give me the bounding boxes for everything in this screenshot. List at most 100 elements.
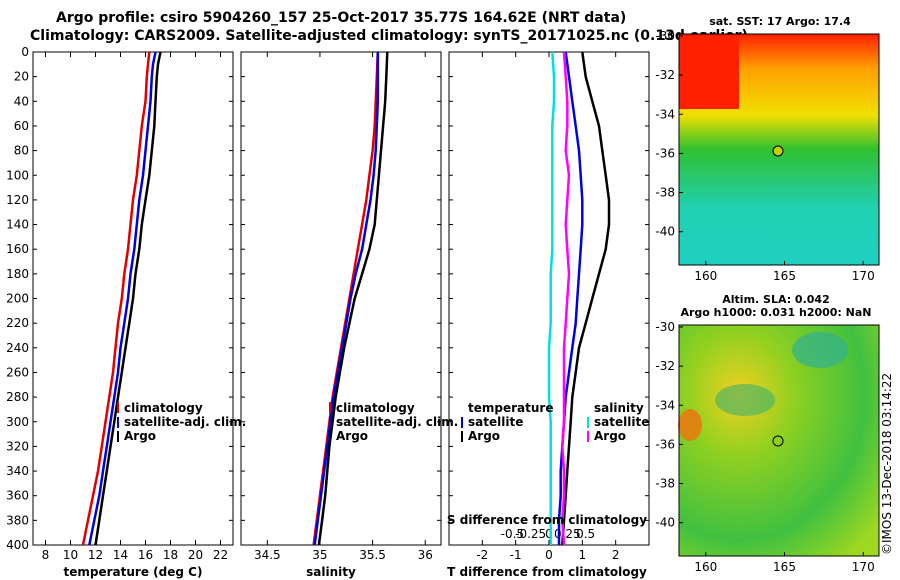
sst-map-ticks: 160 165 170 -30 -32 -34 -36 -38 -40 [655, 29, 874, 283]
legend-label-t-satellite: satellite [468, 415, 523, 429]
sst-map-panel: sat. SST: 17 Argo: 17.4 160 165 170 -30 -32 -… [655, 15, 880, 283]
sla-low-patch [715, 384, 775, 416]
sla-field [679, 325, 879, 556]
temperature-legend: climatology satellite-adj. clim. Argo [117, 401, 246, 443]
sla-low-patch [792, 332, 848, 368]
map-y-tick-label: -36 [655, 146, 675, 160]
y-tick-label: 240 [6, 341, 29, 355]
sst-argo-location-marker [772, 145, 784, 157]
x-tick-label: 16 [138, 548, 153, 562]
y-tick-label: 200 [6, 292, 29, 306]
salinity-xlabel: salinity [306, 565, 356, 579]
series-line-t-satellite [557, 51, 584, 545]
x-tick-label: 22 [213, 548, 228, 562]
map-y-tick-label: -30 [655, 320, 675, 334]
sst-map-title: sat. SST: 17 Argo: 17.4 [709, 15, 851, 28]
series-line-satellite-adj-clim- [313, 52, 380, 546]
legend-label-climatology: climatology [124, 401, 203, 415]
x-tick-label: 0 [545, 548, 553, 562]
legend-label-satellite: satellite-adj. clim. [336, 415, 458, 429]
sst-map-frame [678, 33, 880, 266]
map-x-tick-label: 165 [773, 269, 796, 283]
y-tick-label: 340 [6, 464, 29, 478]
salinity-ticks: 34.5 35 35.5 36 [241, 51, 441, 562]
x-top-tick-label: 0.25 [554, 527, 581, 541]
watermark: ©IMOS 13-Dec-2018 03:14:22 [880, 373, 894, 555]
y-tick-label: 80 [14, 144, 29, 158]
sla-high-patch [678, 409, 702, 441]
legend-title-salinity: salinity [594, 401, 644, 415]
map-y-tick-label: -40 [655, 516, 675, 530]
x-tick-label: 14 [113, 548, 128, 562]
x-tick-label: 10 [63, 548, 78, 562]
y-tick-label: 300 [6, 415, 29, 429]
y-tick-label: 380 [6, 513, 29, 527]
series-line-s-argo [561, 51, 571, 546]
salinity-axes-frame [240, 51, 442, 546]
sla-map-ticks: 160 165 170 -30 -32 -34 -36 -38 -40 [655, 320, 874, 574]
series-line-satellite-adj-clim- [88, 51, 157, 546]
legend-label-satellite: satellite-adj. clim. [124, 415, 246, 429]
map-x-tick-label: 160 [694, 560, 717, 574]
depth-ticks: 8 10 12 14 16 18 20 220204060801001201401601802… [6, 45, 233, 562]
difference-legend-left: temperature satellite Argo [461, 401, 553, 443]
difference-lines [547, 51, 611, 546]
map-x-tick-label: 170 [852, 269, 875, 283]
y-tick-label: 0 [21, 45, 29, 59]
x-tick-label: 20 [188, 548, 203, 562]
legend-label-s-satellite: satellite [594, 415, 649, 429]
sla-map-title-2: Argo h1000: 0.031 h2000: NaN [680, 306, 871, 319]
sla-map-panel: Altim. SLA: 0.042 Argo h1000: 0.031 h200… [655, 293, 880, 574]
sla-map-frame [678, 324, 880, 557]
x-tick-label: 35.5 [359, 548, 386, 562]
map-x-tick-label: 165 [773, 560, 796, 574]
temperature-panel: 8 10 12 14 16 18 20 220204060801001201401601802… [6, 45, 246, 579]
title-line-1: Argo profile: csiro 5904260_157 25-Oct-2… [56, 10, 626, 26]
y-tick-label: 220 [6, 316, 29, 330]
x-top-tick-label: 0.5 [576, 527, 595, 541]
x-tick-label: -1 [510, 548, 522, 562]
x-tick-label: 35 [312, 548, 327, 562]
map-y-tick-label: -32 [655, 359, 675, 373]
series-line-argo [317, 51, 389, 546]
map-y-tick-label: -34 [655, 398, 675, 412]
map-y-tick-label: -32 [655, 68, 675, 82]
y-tick-label: 280 [6, 390, 29, 404]
difference-legend-right: salinity satellite Argo [587, 401, 649, 443]
t-difference-xlabel: T difference from climatology [447, 565, 647, 579]
temperature-lines [81, 51, 162, 546]
title-line-2: Climatology: CARS2009. Satellite-adjuste… [30, 28, 748, 44]
legend-label-t-argo: Argo [468, 429, 500, 443]
x-top-tick-label: -0.25 [515, 527, 546, 541]
difference-axes-frame [448, 51, 650, 546]
series-line-s-satellite [547, 51, 556, 545]
sst-warm-patch [679, 34, 739, 109]
y-tick-label: 180 [6, 267, 29, 281]
x-tick-label: 36 [418, 548, 433, 562]
map-y-tick-label: -36 [655, 437, 675, 451]
difference-ticks: -2 -1 0 1 2-0.5-0.250 0.250.5 [449, 51, 649, 562]
y-tick-label: 400 [6, 538, 29, 552]
sla-map-title-1: Altim. SLA: 0.042 [722, 293, 829, 306]
y-tick-label: 100 [6, 168, 29, 182]
x-tick-label: 1 [579, 548, 587, 562]
y-tick-label: 140 [6, 218, 29, 232]
y-tick-label: 160 [6, 242, 29, 256]
y-tick-label: 360 [6, 489, 29, 503]
y-tick-label: 320 [6, 439, 29, 453]
x-tick-label: 8 [42, 548, 50, 562]
x-top-tick-label: 0 [545, 527, 553, 541]
y-tick-label: 120 [6, 193, 29, 207]
y-tick-label: 60 [14, 119, 29, 133]
map-y-tick-label: -38 [655, 477, 675, 491]
x-top-tick-label: -0.5 [501, 527, 524, 541]
map-y-tick-label: -34 [655, 107, 675, 121]
series-line-climatology [81, 51, 151, 546]
sla-argo-location-marker [772, 435, 784, 447]
y-tick-label: 20 [14, 70, 29, 84]
series-line-t-argo [561, 51, 611, 546]
map-x-tick-label: 170 [852, 560, 875, 574]
y-tick-label: 260 [6, 365, 29, 379]
map-y-tick-label: -38 [655, 186, 675, 200]
salinity-panel: 34.5 35 35.5 36 salinity climatology satell… [240, 51, 458, 579]
